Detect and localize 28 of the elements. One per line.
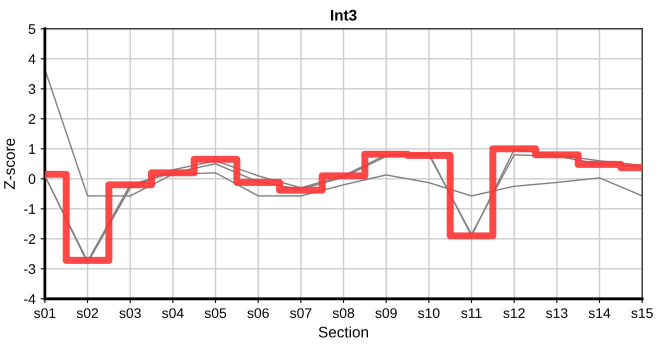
y-tick-label: -2 [24, 234, 36, 244]
x-tick-label: s05 [204, 308, 226, 318]
x-tick-label: s01 [34, 308, 56, 318]
x-tick-label: s02 [76, 308, 98, 318]
x-tick-label: s13 [546, 308, 568, 318]
y-tick-label: -3 [24, 264, 36, 274]
x-tick-label: s08 [332, 308, 354, 318]
x-tick-label: s10 [418, 308, 440, 318]
y-axis-title: Z-score [4, 138, 15, 190]
x-tick-label: s07 [290, 308, 312, 318]
chart-title: Int3 [330, 10, 357, 21]
x-tick-label: s06 [247, 308, 269, 318]
x-tick-label: s11 [461, 308, 482, 318]
y-tick-label: 5 [28, 24, 36, 34]
y-tick-label: 4 [28, 54, 36, 64]
x-tick-label: s04 [162, 308, 184, 318]
y-tick-label: 3 [28, 84, 36, 94]
x-tick-label: s15 [631, 308, 653, 318]
y-tick-label: 0 [28, 174, 36, 184]
x-axis-title: Section [318, 326, 368, 338]
x-tick-label: s14 [588, 308, 610, 318]
x-tick-label: s12 [503, 308, 525, 318]
y-tick-label: -1 [24, 204, 36, 214]
y-tick-label: 1 [29, 144, 36, 154]
y-tick-label: -4 [24, 294, 36, 304]
x-tick-label: s09 [375, 308, 397, 318]
x-tick-label: s03 [119, 308, 141, 318]
y-tick-label: 2 [28, 114, 36, 124]
